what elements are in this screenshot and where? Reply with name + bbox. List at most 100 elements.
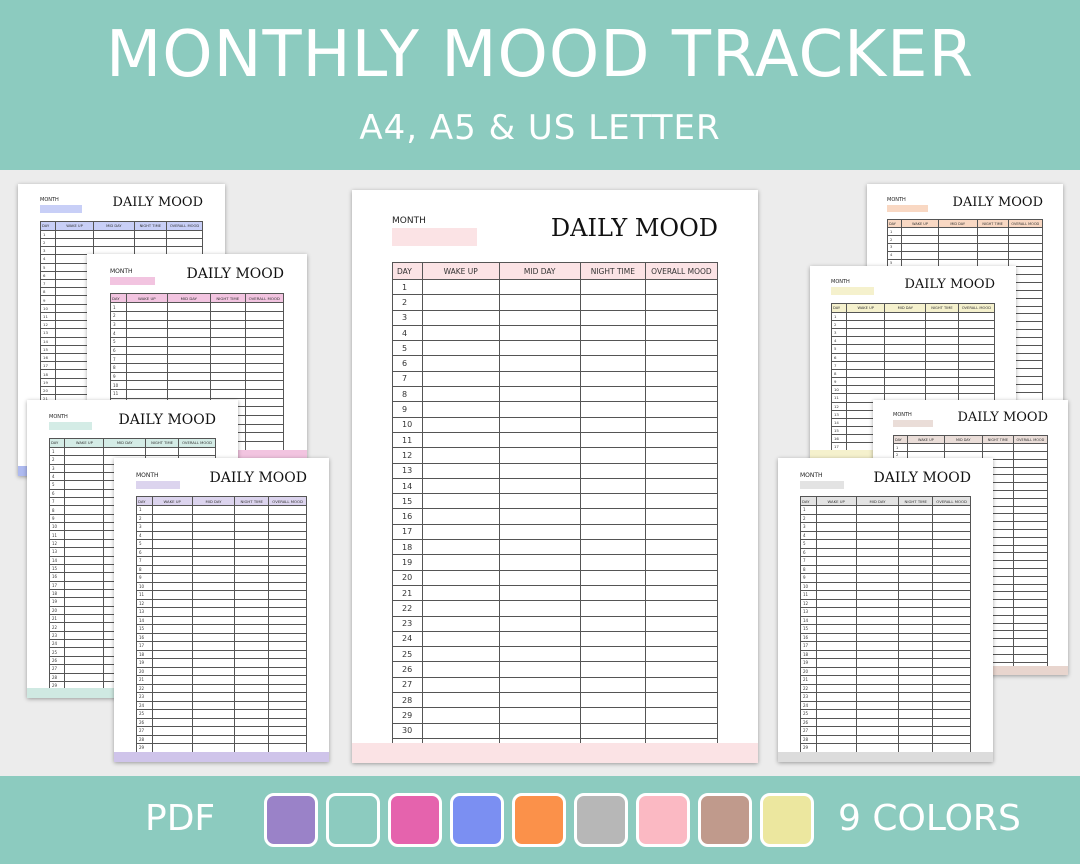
mood-cell [901, 227, 939, 237]
table-row: 21 [392, 584, 719, 602]
table-row: 26 [136, 717, 307, 727]
mood-cell [932, 513, 971, 523]
mood-cell [268, 666, 307, 676]
mood-cell [151, 743, 193, 753]
mood-cell [855, 734, 900, 744]
mood-cell [125, 354, 168, 364]
day-number: 23 [392, 615, 423, 632]
mood-cell [579, 539, 646, 556]
mood-cell [244, 380, 285, 390]
day-number: 2 [392, 294, 423, 311]
mood-cell [268, 564, 307, 574]
mood-cell [64, 639, 105, 649]
mood-cell [191, 683, 236, 693]
table-row: 2 [136, 513, 307, 523]
mood-cell [579, 309, 646, 326]
mood-grid: DAY WAKE UP MID DAY NIGHT TIME OVERALL MOOD 1… [800, 496, 971, 762]
mood-cell [421, 370, 500, 388]
mood-cell [191, 717, 236, 727]
mood-cell [1012, 614, 1049, 624]
mood-cell [209, 302, 246, 312]
mood-cell [1012, 521, 1049, 531]
mood-cell [191, 556, 236, 566]
mood-cell [644, 692, 719, 709]
day-number: 11 [136, 590, 153, 600]
mood-cell [644, 615, 719, 632]
table-row: 2 [40, 237, 203, 248]
mood-cell [421, 508, 500, 525]
table-row: 15 [136, 624, 307, 634]
mood-cell [234, 675, 270, 685]
mood-cell [884, 360, 927, 370]
mood-cell [815, 717, 857, 727]
day-number: 11 [800, 590, 817, 600]
day-number: 13 [392, 462, 423, 479]
mood-cell [855, 573, 900, 583]
mood-cell [151, 666, 193, 676]
column-header: DAY [48, 438, 66, 448]
table-row: 1 [40, 229, 203, 239]
mood-cell [421, 416, 500, 433]
mood-cell [898, 522, 934, 532]
mood-cell [644, 477, 719, 495]
mood-cell [957, 360, 996, 370]
table-row: 8 [392, 386, 719, 403]
mood-cell [234, 624, 270, 634]
banner-title: MONTHLY MOOD TRACKER [105, 18, 975, 92]
column-header: OVERALL MOOD [178, 438, 216, 448]
mood-cell [244, 302, 285, 312]
mood-cell [151, 649, 193, 659]
day-number: 13 [40, 328, 56, 338]
mood-cell [268, 641, 307, 651]
column-header: OVERALL MOOD [957, 303, 996, 313]
mood-cell [421, 431, 500, 449]
mood-cell [498, 692, 581, 709]
day-number: 3 [40, 246, 56, 256]
mood-cell [579, 447, 646, 464]
day-number: 2 [800, 513, 817, 523]
mood-cell [845, 352, 886, 362]
mood-cell [234, 658, 270, 668]
mood-cell [268, 556, 307, 566]
mood-cell [421, 661, 500, 678]
mood-cell [815, 615, 857, 625]
mood-cell [815, 513, 857, 523]
column-header: NIGHT TIME [234, 496, 270, 506]
mood-cell [244, 336, 285, 347]
mood-cell [498, 722, 581, 739]
mood-cell [815, 675, 857, 685]
day-number: 22 [800, 683, 817, 693]
color-swatch-gray [574, 793, 628, 847]
mood-cell [244, 432, 285, 442]
mood-cell [191, 505, 236, 515]
column-header: MID DAY [937, 218, 978, 229]
mood-cell [644, 569, 719, 586]
table-row: 26 [800, 717, 971, 727]
mood-cell [1012, 638, 1049, 647]
mood-cell [898, 581, 934, 591]
mood-cell [884, 344, 927, 354]
mood-cell [234, 683, 270, 693]
mood-cell [151, 726, 193, 736]
table-row: 16 [136, 632, 307, 642]
day-number: 15 [48, 563, 66, 574]
mood-cell [191, 666, 236, 676]
day-number: 3 [48, 463, 66, 473]
mood-cell [815, 564, 857, 574]
day-number: 1 [110, 302, 127, 312]
mood-cell [925, 319, 959, 330]
mood-cell [855, 700, 900, 710]
mood-cell [234, 530, 270, 540]
day-number: 4 [831, 336, 847, 346]
mood-cell [898, 734, 934, 744]
table-row: 16 [392, 508, 719, 525]
mood-cell [1012, 458, 1049, 468]
day-number: 24 [48, 639, 66, 649]
page-title: DAILY MOOD [550, 214, 718, 242]
color-swatch-orange [512, 793, 566, 847]
mood-cell [815, 683, 857, 693]
mood-cell [579, 722, 646, 739]
day-number: 5 [800, 539, 817, 549]
mood-cell [166, 237, 203, 248]
day-number: 15 [800, 624, 817, 634]
